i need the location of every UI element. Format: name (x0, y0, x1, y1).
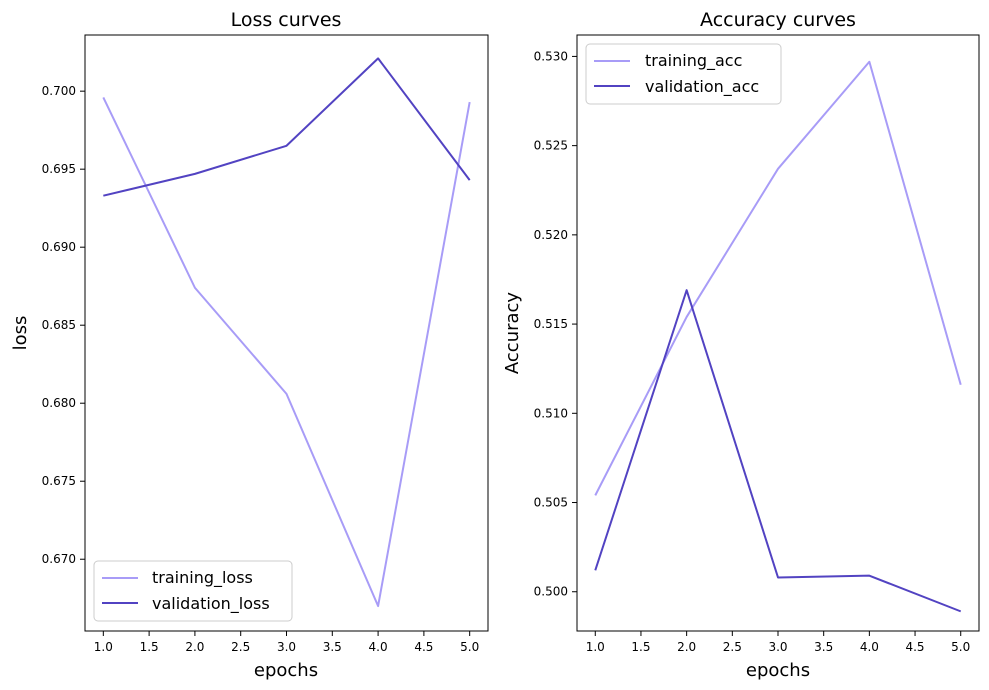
loss-x-tick-label: 5.0 (460, 640, 479, 654)
loss-x-tick-label: 2.0 (185, 640, 204, 654)
loss-x-tick-label: 3.0 (277, 640, 296, 654)
loss-y-tick-label: 0.670 (42, 552, 76, 566)
accuracy-axes-frame (576, 34, 980, 632)
accuracy-chart: Accuracy curves 1.0 1.5 2.0 2.5 3.0 3.5 4.0 4.5… (502, 9, 980, 681)
accuracy-y-tick-label: 0.505 (534, 496, 568, 510)
loss-legend-label-validation: validation_loss (152, 594, 270, 614)
loss-y-tick-label: 0.690 (42, 240, 76, 254)
accuracy-legend-box (585, 43, 782, 105)
loss-legend: training_loss validation_loss (93, 560, 293, 622)
accuracy-x-tick-label: 2.0 (677, 640, 696, 654)
accuracy-y-tick-label: 0.530 (534, 49, 568, 63)
accuracy-x-tick-label: 4.0 (860, 640, 879, 654)
accuracy-x-tick-label: 1.0 (586, 640, 605, 654)
accuracy-x-tick-label: 3.5 (814, 640, 833, 654)
loss-axes-frame (84, 34, 489, 632)
loss-chart-title: Loss curves (231, 9, 342, 31)
accuracy-y-tick-label: 0.525 (534, 139, 568, 153)
accuracy-y-tick-label: 0.515 (534, 317, 568, 331)
accuracy-x-tick-label: 2.5 (723, 640, 742, 654)
loss-legend-label-training: training_loss (152, 568, 253, 588)
accuracy-y-tick-label: 0.500 (534, 585, 568, 599)
loss-x-tick-label: 2.5 (231, 640, 250, 654)
loss-y-tick-label: 0.700 (42, 84, 76, 98)
loss-x-axis-label: epochs (254, 660, 318, 681)
loss-series-validation-line (103, 57, 471, 197)
loss-x-tick-label: 1.0 (94, 640, 113, 654)
loss-x-tick-label: 4.5 (414, 640, 433, 654)
loss-y-axis-label: loss (10, 316, 31, 351)
loss-y-tick-label: 0.695 (42, 162, 76, 176)
loss-x-tick-label: 1.5 (140, 640, 159, 654)
loss-y-tick-label: 0.675 (42, 474, 76, 488)
loss-y-tick-label: 0.685 (42, 318, 76, 332)
accuracy-x-axis-label: epochs (746, 660, 810, 681)
accuracy-legend-label-validation: validation_acc (645, 77, 759, 97)
loss-series-training-line (102, 96, 471, 608)
accuracy-y-tick-label: 0.510 (534, 406, 568, 420)
loss-plot-area: 1.0 1.5 2.0 2.5 3.0 3.5 4.0 4.5 5.0 0.670 0.675 0.6… (42, 57, 479, 654)
loss-x-tick-label: 4.0 (369, 640, 388, 654)
accuracy-chart-title: Accuracy curves (700, 9, 856, 31)
accuracy-legend: training_acc validation_acc (585, 43, 782, 105)
loss-y-tick-label: 0.680 (42, 396, 76, 410)
accuracy-series-training-line (594, 60, 962, 496)
accuracy-x-tick-label: 5.0 (951, 640, 970, 654)
accuracy-y-axis-label: Accuracy (502, 292, 523, 375)
loss-chart: Loss curves 1.0 1.5 2.0 2.5 3.0 3.5 4.0 4.5 5.0 0… (10, 9, 489, 681)
accuracy-legend-label-training: training_acc (645, 51, 742, 71)
accuracy-series-validation-line (594, 289, 962, 613)
accuracy-x-tick-label: 4.5 (905, 640, 924, 654)
accuracy-x-tick-label: 3.0 (768, 640, 787, 654)
accuracy-plot-area: 1.0 1.5 2.0 2.5 3.0 3.5 4.0 4.5 5.0 0.500 0.505 0.5… (534, 49, 971, 654)
loss-legend-box (93, 560, 293, 622)
loss-x-tick-label: 3.5 (323, 640, 342, 654)
accuracy-x-tick-label: 1.5 (631, 640, 650, 654)
accuracy-y-tick-label: 0.520 (534, 228, 568, 242)
